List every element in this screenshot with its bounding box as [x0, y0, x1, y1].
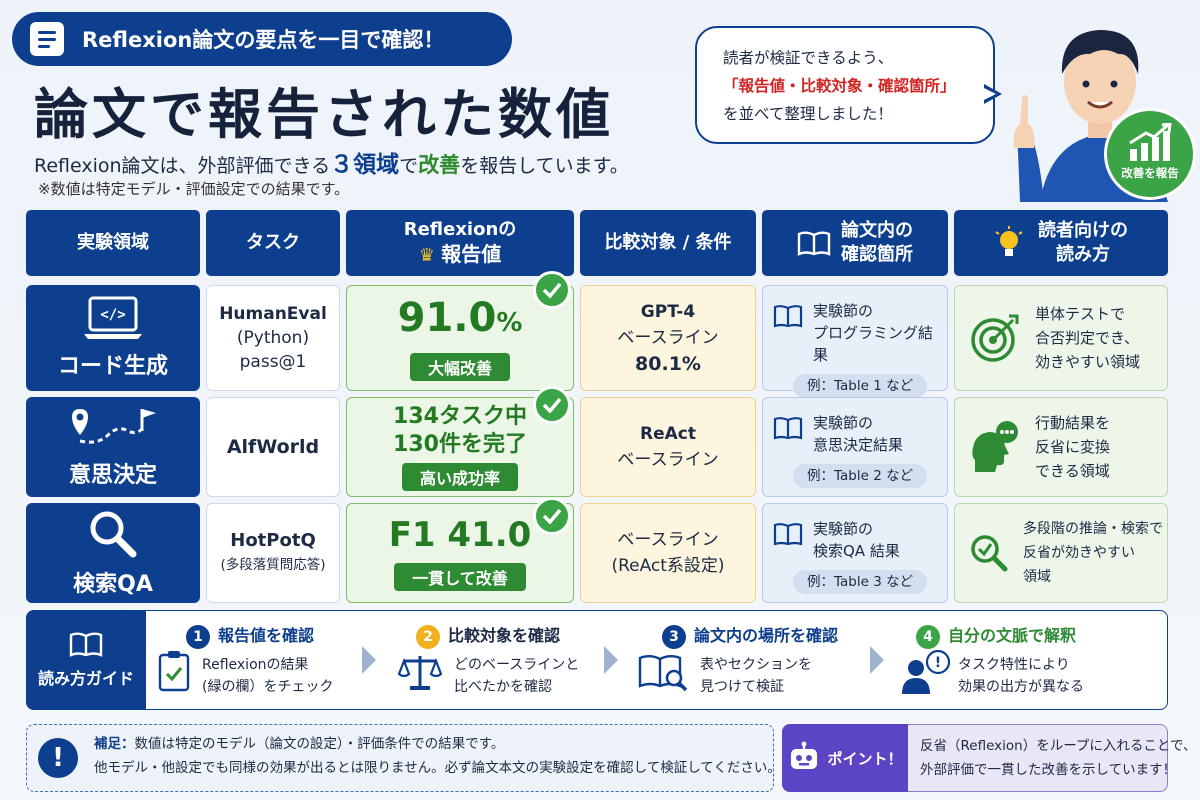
check-icon: [533, 271, 571, 309]
guide-step-2: 2 比較対象を確認: [416, 622, 560, 649]
reading-cell: 行動結果を 反省に変換 できる領域: [954, 397, 1168, 497]
reading-cell: 多段階の推論・検索で 反省が効きやすい 領域: [954, 503, 1168, 603]
compare-cell: ベースライン (ReAct系設定): [580, 503, 756, 603]
task-cell: HumanEval (Python) pass@1: [206, 285, 340, 391]
location-cell: 実験節の 意思決定結果 例：Table 2 など: [762, 397, 948, 497]
svg-text:</>: </>: [100, 307, 125, 323]
person-question-icon: !: [902, 650, 950, 694]
row-label-search: 検索QA: [26, 503, 200, 603]
header-location: 論文内の 確認箇所: [762, 210, 948, 276]
book-icon: [773, 523, 803, 546]
task-cell: AlfWorld: [206, 397, 340, 497]
book-search-icon: [638, 655, 688, 692]
location-example-tag: 例：Table 1 など: [793, 374, 928, 398]
lightbulb-icon: [995, 226, 1023, 256]
guide-step-1: 1 報告値を確認: [186, 622, 314, 649]
compare-cell: ReAct ベースライン: [580, 397, 756, 497]
location-example-tag: 例：Table 3 など: [793, 570, 928, 594]
exclamation-icon: !: [38, 738, 78, 778]
compare-cell: GPT-4 ベースライン 80.1%: [580, 285, 756, 391]
check-icon: [533, 497, 571, 535]
header-reading: 読者向けの 読み方: [954, 210, 1168, 276]
improvement-badge: 改善を報告: [1104, 108, 1196, 200]
document-icon: [30, 22, 64, 56]
point-label: ポイント！: [782, 724, 908, 792]
location-example-tag: 例：Table 2 など: [793, 464, 928, 488]
open-book-icon: [69, 632, 103, 657]
clipboard-check-icon: [158, 651, 190, 692]
guide-step-3: 3 論文内の場所を確認: [662, 622, 838, 649]
open-book-icon: [797, 231, 831, 256]
header-pill-text: Reflexion論文の要点を一目で確認！: [82, 28, 445, 52]
guide-step-4: 4 自分の文脈で解釈: [916, 622, 1076, 649]
header-area: 実験領域: [26, 210, 200, 276]
page-title: 論文で報告された数値: [34, 83, 614, 146]
book-icon: [773, 417, 803, 440]
subtitle: Reflexion論文は、外部評価できる３領域で改善を報告しています。: [34, 152, 629, 178]
crown-icon: ♛: [418, 245, 435, 266]
magnifier-icon: [90, 511, 137, 558]
svg-text:!: !: [935, 655, 941, 671]
row-label-decision: 意思決定: [26, 397, 200, 497]
chevron-right-icon: [604, 646, 618, 674]
growth-chart-icon: [1129, 123, 1172, 161]
route-flag-icon: [72, 409, 156, 444]
footnote-text: 補足：数値は特定のモデル（論文の設定）・評価条件での結果です。 他モデル・他設定…: [94, 736, 781, 776]
check-icon: [533, 386, 571, 424]
location-cell: 実験節の 検索QA 結果 例：Table 3 など: [762, 503, 948, 603]
magnifier-check-icon: [971, 535, 1008, 572]
book-icon: [773, 305, 803, 328]
value-tag: 一貫して改善: [394, 563, 526, 591]
point-text: 反省（Reflexion）をループに入れることで、 外部評価で一貫した改善を示し…: [920, 738, 1197, 778]
header-compare: 比較対象 / 条件: [580, 210, 756, 276]
location-cell: 実験節の プログラミング結果 例：Table 1 など: [762, 285, 948, 398]
header-pill: Reflexion論文の要点を一目で確認！: [12, 12, 512, 66]
header-task: タスク: [206, 210, 340, 276]
chevron-right-icon: [362, 646, 376, 674]
scales-icon: [398, 656, 442, 690]
head-thinking-icon: [972, 421, 1018, 472]
subtitle-note: ※数値は特定モデル・評価設定での結果です。: [38, 180, 350, 198]
reading-cell: 単体テストで 合否判定でき、 効きやすい領域: [954, 285, 1168, 391]
value-tag: 高い成功率: [401, 463, 518, 491]
reading-guide: [26, 610, 1168, 710]
laptop-code-icon: </>: [84, 296, 142, 339]
row-label-code: </> コード生成: [26, 285, 200, 391]
chevron-right-icon: [870, 646, 884, 674]
value-tag: 大幅改善: [409, 352, 510, 381]
guide-label: 読み方ガイド: [26, 610, 146, 710]
robot-icon: [791, 741, 818, 769]
header-value: Reflexionの ♛ 報告値: [346, 210, 574, 276]
speech-bubble: 読者が検証できるよう、 「報告値・比較対象・確認箇所」 を並べて整理しました！: [695, 26, 995, 144]
value-cell: 91.0% 大幅改善: [346, 285, 574, 391]
footnote-box: [26, 724, 774, 792]
task-cell: HotPotQ (多段落質問応答): [206, 503, 340, 603]
target-icon: [971, 314, 1019, 362]
